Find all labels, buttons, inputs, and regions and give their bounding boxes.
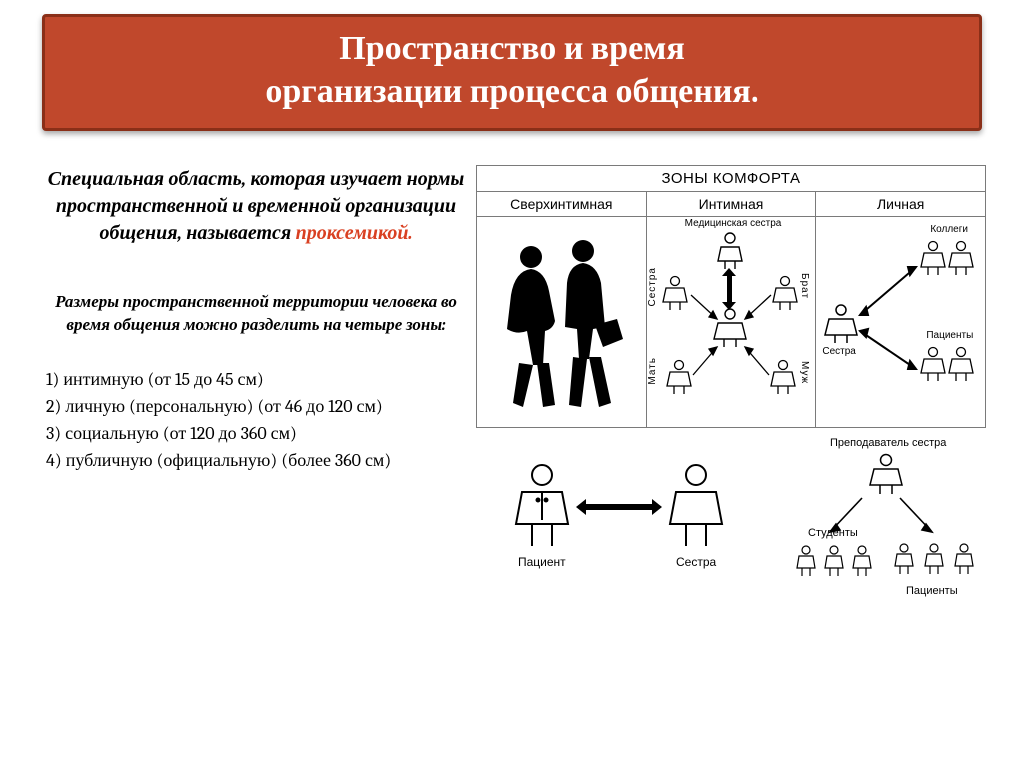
title-line-2: организации процесса общения. <box>73 70 951 113</box>
figure-patsient-icon <box>512 462 572 552</box>
content-area: Специальная область, которая изучает нор… <box>0 131 1024 642</box>
table-body: Медицинская сестра Сестра <box>477 217 985 427</box>
lower-diagram: Пациент Сестра Преподаватель сестра <box>476 432 986 642</box>
zone-item-4: 4) публичную (официальную) (более 360 см… <box>46 447 466 474</box>
label-prepod: Преподаватель сестра <box>830 438 946 450</box>
label-patsient: Пациент <box>518 556 566 569</box>
intro-paragraph: Специальная область, которая изучает нор… <box>46 165 466 246</box>
walking-pair-icon <box>491 235 631 415</box>
label-studenty: Студенты <box>808 528 858 540</box>
figure-sestra3-icon <box>666 462 726 552</box>
table-header: ЗОНЫ КОМФОРТА <box>477 166 985 192</box>
lower-arrow-icon <box>584 504 654 510</box>
title-line-1: Пространство и время <box>73 27 951 70</box>
arrow-diag-icon <box>647 217 817 427</box>
col-personal: Личная <box>816 192 985 216</box>
right-column: ЗОНЫ КОМФОРТА Сверхинтимная Интимная Лич… <box>476 165 1004 642</box>
arrows-personal-icon <box>816 217 986 427</box>
figure-studenty-icon <box>794 542 874 592</box>
subheading: Размеры пространственной территории чело… <box>46 292 466 338</box>
table-column-row: Сверхинтимная Интимная Личная <box>477 192 985 217</box>
col-intimate: Интимная <box>647 192 817 216</box>
left-column: Специальная область, которая изучает нор… <box>46 165 476 642</box>
zone-list: 1) интимную (от 15 до 45 см) 2) личную (… <box>46 366 466 474</box>
zone-item-1: 1) интимную (от 15 до 45 см) <box>46 366 466 393</box>
cell-intimate: Медицинская сестра Сестра <box>647 217 817 427</box>
zone-item-3: 3) социальную (от 120 до 360 см) <box>46 420 466 447</box>
comfort-zones-table: ЗОНЫ КОМФОРТА Сверхинтимная Интимная Лич… <box>476 165 986 428</box>
zone-item-2: 2) личную (персональную) (от 46 до 120 с… <box>46 393 466 420</box>
label-sestra3: Сестра <box>676 556 716 569</box>
title-banner: Пространство и время организации процесс… <box>42 14 982 131</box>
cell-super-intimate <box>477 217 647 427</box>
col-super-intimate: Сверхинтимная <box>477 192 647 216</box>
cell-personal: Сестра Коллеги <box>816 217 985 427</box>
intro-keyword: проксемикой. <box>296 221 413 244</box>
figure-patsienty2-icon <box>890 540 980 590</box>
